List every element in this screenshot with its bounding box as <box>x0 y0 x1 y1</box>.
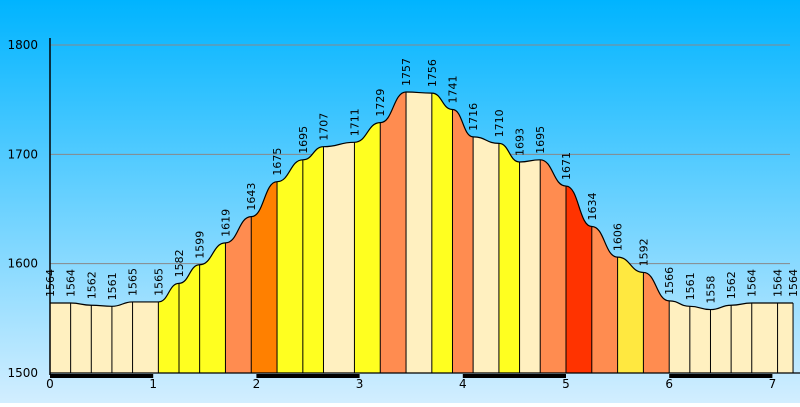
segment-fill <box>199 242 226 373</box>
x-tick-label-3: 3 <box>356 377 364 391</box>
elevation-label: 1564 <box>746 269 759 297</box>
segment-fill <box>431 93 453 374</box>
elevation-label: 1695 <box>297 126 310 154</box>
elevation-label: 1564 <box>44 269 57 297</box>
elevation-label: 1716 <box>467 103 480 131</box>
segment-fill <box>158 283 179 373</box>
elevation-label: 1558 <box>704 276 717 304</box>
segment-fill <box>111 301 133 373</box>
segment-fill <box>452 109 474 374</box>
segment-fill <box>591 226 618 373</box>
elevation-label: 1711 <box>348 108 361 136</box>
elevation-label: 1693 <box>514 128 527 156</box>
x-tick-label-0: 0 <box>46 377 54 391</box>
segment-fill <box>617 257 644 373</box>
segment-fill <box>70 303 92 373</box>
x-tick-label-1: 1 <box>149 377 157 391</box>
elevation-label: 1643 <box>245 183 258 211</box>
segment-fill <box>225 216 252 373</box>
segment-fill <box>323 142 355 373</box>
x-tick-label-5: 5 <box>562 377 570 391</box>
x-tick-label-7: 7 <box>769 377 777 391</box>
elevation-label: 1634 <box>586 192 599 220</box>
elevation-label: 1707 <box>317 113 330 141</box>
elevation-label: 1606 <box>612 223 625 251</box>
y-tick-label-1700: 1700 <box>7 147 38 161</box>
segment-fill <box>380 92 407 373</box>
elevation-label: 1710 <box>493 109 506 137</box>
elevation-label: 1671 <box>560 152 573 180</box>
elevation-label: 1565 <box>127 268 140 296</box>
y-tick-label-1800: 1800 <box>7 38 38 52</box>
segment-fill <box>406 92 432 373</box>
scale-bar-segment <box>256 374 360 378</box>
x-tick-label-4: 4 <box>459 377 467 391</box>
segment-fill <box>777 303 794 373</box>
scale-bar-segment <box>669 374 773 378</box>
segment-fill <box>669 300 690 373</box>
elevation-label: 1757 <box>400 58 413 86</box>
elevation-label: 1564 <box>787 269 800 297</box>
elevation-label: 1599 <box>194 231 207 259</box>
segment-fill <box>91 305 112 373</box>
elevation-label: 1756 <box>426 59 439 87</box>
elevation-outline <box>49 91 794 311</box>
elevation-label: 1695 <box>534 126 547 154</box>
elevation-label: 1561 <box>684 272 697 300</box>
elevation-label: 1564 <box>772 269 785 297</box>
segment-fill <box>498 143 520 373</box>
elevation-label: 1675 <box>271 148 284 176</box>
segment-fill <box>50 303 71 373</box>
segment-fill <box>643 272 670 373</box>
x-tick-label-6: 6 <box>665 377 673 391</box>
segment-fill <box>710 305 732 373</box>
segment-fill <box>540 159 566 373</box>
elevation-label: 1729 <box>374 89 387 117</box>
y-tick-label-1600: 1600 <box>7 257 38 271</box>
segment-fill <box>277 159 303 373</box>
elevation-label: 1741 <box>446 76 459 104</box>
elevation-label: 1592 <box>637 238 650 266</box>
segment-fill <box>519 159 541 373</box>
scale-bar-segment <box>50 374 154 378</box>
elevation-label: 1564 <box>65 269 78 297</box>
elevation-label: 1565 <box>152 268 165 296</box>
elevation-label: 1566 <box>663 267 676 295</box>
elevation-label: 1561 <box>106 272 119 300</box>
elevation-label: 1562 <box>725 271 738 299</box>
scale-bar-segment <box>462 374 566 378</box>
segment-fill <box>731 303 752 373</box>
segment-fill <box>302 146 324 373</box>
x-tick-label-2: 2 <box>253 377 261 391</box>
segment-fill <box>179 264 200 373</box>
segment-fill <box>251 181 278 373</box>
elevation-label: 1582 <box>173 249 186 277</box>
segment-fill <box>689 306 711 373</box>
segment-fill <box>354 122 381 373</box>
elevation-label: 1619 <box>219 209 232 237</box>
segment-fill <box>473 136 499 373</box>
y-tick-label-1500: 1500 <box>7 366 38 380</box>
segment-fill <box>132 301 159 373</box>
elevation-label: 1562 <box>85 271 98 299</box>
segment-fill <box>566 186 592 373</box>
segment-fill <box>751 303 778 373</box>
